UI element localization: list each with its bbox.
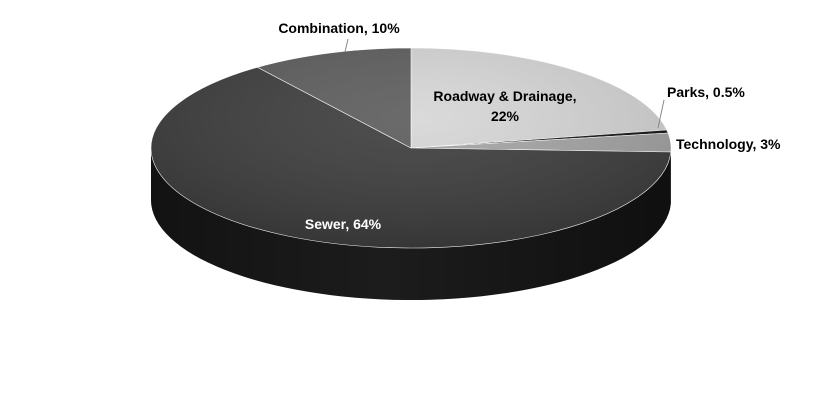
data-label-line: Sewer, 64% bbox=[305, 216, 382, 232]
data-label-line: Combination, 10% bbox=[278, 20, 400, 36]
data-label-line: 22% bbox=[491, 108, 520, 124]
data-label-technology: Technology, 3% bbox=[676, 136, 781, 152]
data-label-sewer: Sewer, 64% bbox=[305, 216, 382, 232]
data-label-parks: Parks, 0.5% bbox=[667, 84, 745, 100]
data-label-combination: Combination, 10% bbox=[278, 20, 400, 36]
pie-side-shading bbox=[151, 148, 671, 301]
data-label-line: Parks, 0.5% bbox=[667, 84, 745, 100]
slice-labels: Roadway & Drainage, 22% Parks, 0.5% Technol… bbox=[278, 20, 781, 232]
data-label-line: Roadway & Drainage, bbox=[433, 88, 576, 104]
leader-line-combination bbox=[344, 38, 349, 53]
leader-lines bbox=[344, 38, 665, 129]
data-label-roadway-and-drainage: Roadway & Drainage, 22% bbox=[433, 88, 576, 124]
data-label-line: Technology, 3% bbox=[676, 136, 781, 152]
leader-line-parks bbox=[657, 99, 665, 129]
pie-slices bbox=[150, 47, 672, 249]
